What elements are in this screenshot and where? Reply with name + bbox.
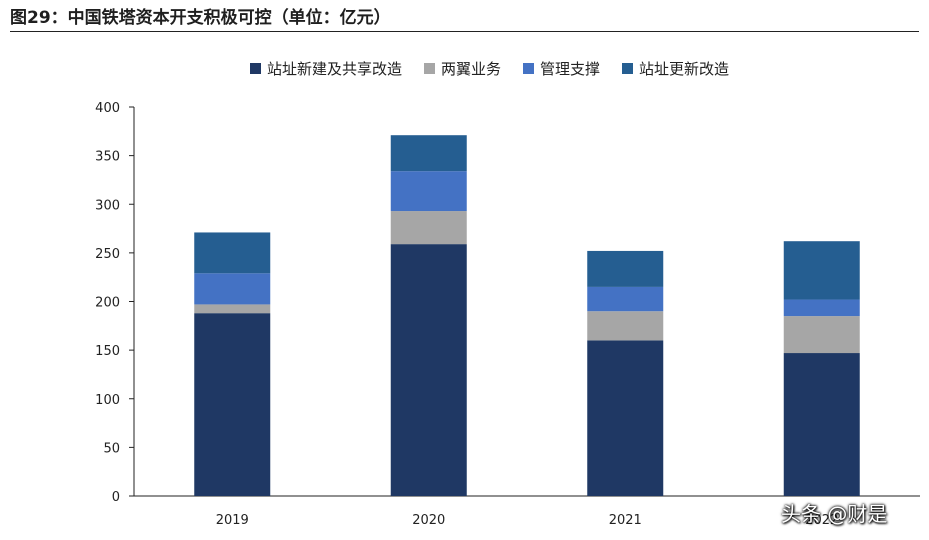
y-tick-label: 200 — [95, 296, 120, 311]
y-tick-label: 50 — [103, 441, 120, 456]
bar-segment-1 — [587, 340, 664, 496]
legend-swatch — [424, 63, 436, 74]
bar-segment-4 — [194, 232, 271, 274]
bar-segment-4 — [783, 241, 860, 300]
chart-legend: 站址新建及共享改造 两翼业务 管理支撑 站址更新改造 — [250, 58, 729, 79]
y-tick-label: 400 — [95, 101, 120, 116]
legend-label: 站址新建及共享改造 — [267, 60, 403, 78]
legend-label: 站址更新改造 — [639, 60, 730, 78]
y-tick-label: 100 — [95, 393, 120, 408]
bar-segment-2 — [390, 211, 467, 245]
y-tick-label: 350 — [95, 150, 120, 165]
legend-item: 站址新建及共享改造 — [250, 58, 402, 79]
bar-segment-1 — [194, 313, 271, 496]
legend-item: 两翼业务 — [424, 58, 501, 79]
x-tick-label: 2021 — [609, 513, 642, 528]
bar-segment-1 — [783, 353, 860, 496]
y-tick-label: 150 — [95, 344, 120, 359]
legend-item: 管理支撑 — [523, 58, 600, 79]
y-tick-label: 300 — [95, 198, 120, 213]
y-tick-label: 250 — [95, 247, 120, 262]
bar-segment-4 — [390, 135, 467, 172]
x-tick-label: 2020 — [412, 513, 445, 528]
legend-swatch — [250, 63, 261, 74]
x-tick-label: 2019 — [216, 513, 249, 528]
figure-title: 图29：中国铁塔资本开支积极可控（单位：亿元） — [10, 8, 391, 28]
bar-segment-2 — [194, 304, 271, 314]
bar-segment-2 — [783, 316, 860, 354]
bar-segment-3 — [587, 286, 664, 312]
y-tick-label: 0 — [112, 490, 120, 505]
watermark: 头条 @财是 — [781, 502, 888, 526]
legend-swatch — [523, 63, 535, 74]
legend-item: 站址更新改造 — [622, 58, 729, 79]
bar-segment-3 — [783, 299, 860, 317]
bar-segment-4 — [587, 250, 664, 287]
legend-label: 管理支撑 — [540, 60, 601, 78]
x-tick-label: 2022 — [805, 513, 838, 528]
legend-swatch — [622, 63, 634, 74]
title-divider — [10, 31, 919, 32]
legend-label: 两翼业务 — [441, 60, 502, 78]
bar-segment-3 — [390, 171, 467, 212]
bar-segment-2 — [587, 311, 664, 341]
bar-segment-1 — [390, 244, 467, 496]
bar-segment-3 — [194, 273, 271, 305]
